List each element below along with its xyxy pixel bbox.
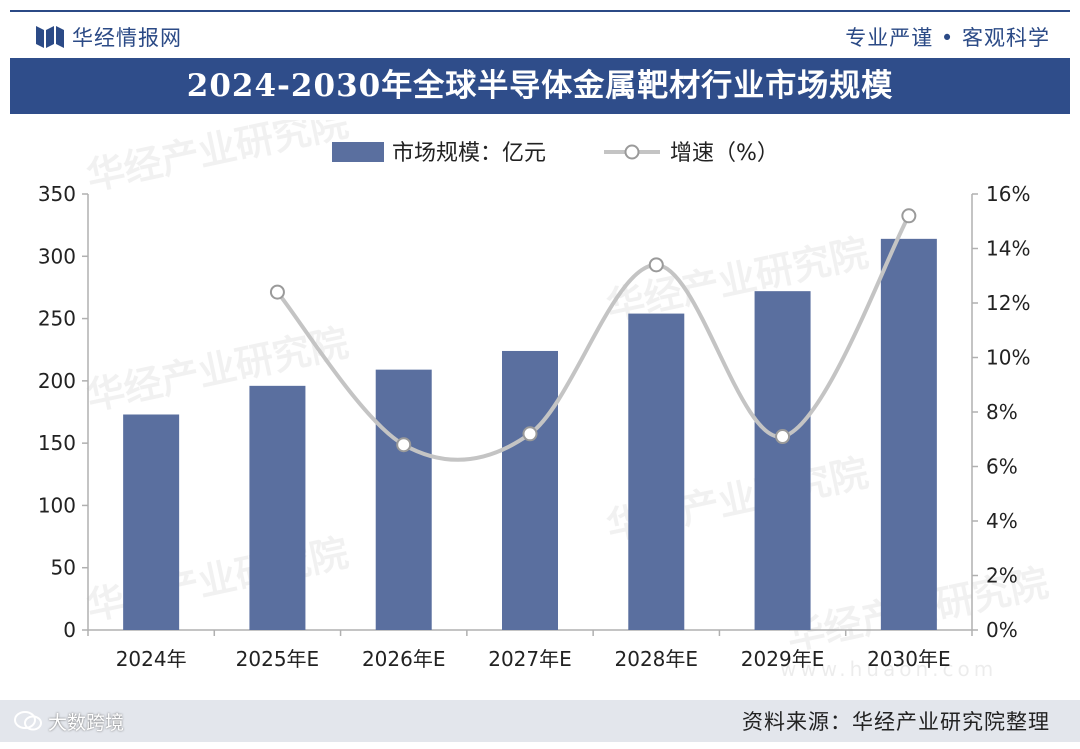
chart-title: 2024-2030年全球半导体金属靶材行业市场规模 bbox=[10, 58, 1070, 114]
y-left-tick-label: 250 bbox=[38, 307, 76, 331]
x-tick-label: 2024年 bbox=[116, 647, 187, 671]
watermark-url: www.huaon.com bbox=[780, 657, 997, 681]
y-left-tick-label: 100 bbox=[38, 493, 76, 517]
growth-line bbox=[275, 214, 911, 462]
y-left-tick-label: 50 bbox=[51, 556, 76, 580]
growth-point-2025年E bbox=[269, 284, 285, 300]
chart-svg: 华经产业研究院华经产业研究院华经产业研究院华经产业研究院华经产业研究院华经产业研… bbox=[38, 100, 1052, 681]
x-tick-label: 2029年E bbox=[741, 647, 825, 671]
x-tick-label: 2027年E bbox=[488, 647, 572, 671]
brand-bar: 华经情报网 专业严谨 • 客观科学 bbox=[0, 14, 1080, 58]
y-left-tick-label: 300 bbox=[38, 244, 76, 268]
bar-2025年E bbox=[249, 385, 306, 630]
y-left-tick-label: 200 bbox=[38, 369, 76, 393]
chart-area: 华经产业研究院华经产业研究院华经产业研究院华经产业研究院华经产业研究院华经产业研… bbox=[10, 100, 1070, 700]
y-left-tick-label: 150 bbox=[38, 431, 76, 455]
legend-line-label: 增速（%） bbox=[670, 141, 779, 166]
legend-bar-label: 市场规模：亿元 bbox=[392, 141, 546, 166]
footer: 大数跨境 资料来源：华经产业研究院整理 bbox=[0, 700, 1080, 742]
y-right-tick-label: 16% bbox=[986, 182, 1030, 206]
watermark-text: 华经产业研究院 bbox=[83, 530, 352, 628]
y-right-tick-label: 14% bbox=[986, 237, 1030, 261]
brand-name: 华经情报网 bbox=[72, 26, 182, 50]
y-right-tick-label: 2% bbox=[986, 564, 1018, 588]
x-tick-label: 2025年E bbox=[236, 647, 320, 671]
bar-2029年E bbox=[754, 291, 811, 630]
bar-2027年E bbox=[502, 350, 558, 630]
source-note: 资料来源：华经产业研究院整理 bbox=[742, 710, 1050, 734]
bar-2030年E bbox=[880, 238, 937, 630]
y-right-tick-label: 12% bbox=[986, 291, 1030, 315]
y-right-tick-label: 0% bbox=[986, 618, 1018, 642]
y-right-tick-label: 10% bbox=[986, 346, 1030, 370]
y-right-tick-label: 6% bbox=[986, 455, 1018, 479]
y-right-tick-label: 8% bbox=[986, 400, 1018, 424]
bar-2028年E bbox=[628, 313, 685, 630]
growth-point-2029年E bbox=[775, 429, 791, 445]
growth-point-2030年E bbox=[901, 208, 917, 224]
legend-bar-swatch bbox=[332, 142, 384, 162]
watermark-text: 华经产业研究院 bbox=[83, 320, 352, 418]
x-tick-label: 2026年E bbox=[362, 647, 446, 671]
top-border bbox=[10, 10, 1070, 12]
growth-point-2028年E bbox=[648, 257, 664, 273]
slogan: 专业严谨 • 客观科学 bbox=[845, 26, 1050, 50]
growth-point-2026年E bbox=[396, 437, 412, 453]
y-right-tick-label: 4% bbox=[986, 509, 1018, 533]
y-left-tick-label: 0 bbox=[63, 618, 76, 642]
x-tick-label: 2028年E bbox=[615, 647, 699, 671]
legend-line-marker bbox=[624, 144, 640, 160]
brand-logo-icon bbox=[36, 26, 64, 48]
growth-point-2027年E bbox=[522, 426, 538, 442]
bar-2024年 bbox=[123, 414, 180, 630]
y-left-tick-label: 350 bbox=[38, 182, 76, 206]
x-tick-label: 2030年E bbox=[867, 647, 951, 671]
wechat-mark-icon bbox=[14, 711, 42, 731]
watermark-mark: 大数跨境 bbox=[48, 712, 125, 734]
watermark-text: 华经产业研究院 bbox=[83, 120, 352, 199]
bar-2026年E bbox=[375, 369, 432, 630]
